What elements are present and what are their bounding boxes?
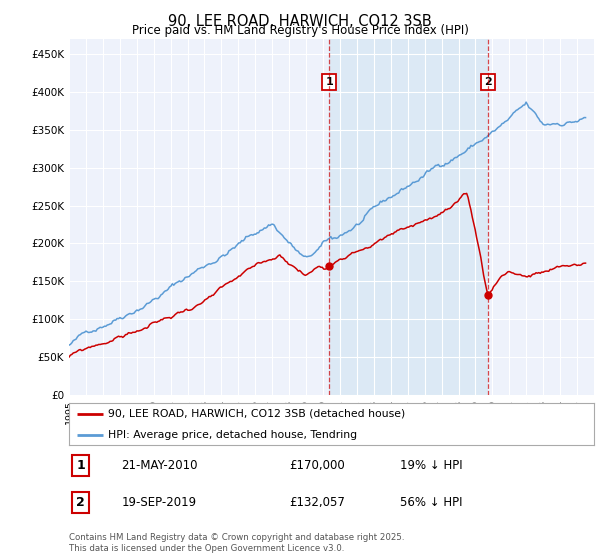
Text: 90, LEE ROAD, HARWICH, CO12 3SB (detached house): 90, LEE ROAD, HARWICH, CO12 3SB (detache… bbox=[109, 409, 406, 419]
Text: 56% ↓ HPI: 56% ↓ HPI bbox=[400, 496, 462, 509]
Text: Price paid vs. HM Land Registry's House Price Index (HPI): Price paid vs. HM Land Registry's House … bbox=[131, 24, 469, 37]
Text: 19% ↓ HPI: 19% ↓ HPI bbox=[400, 459, 463, 472]
Text: 1: 1 bbox=[326, 77, 334, 87]
Text: Contains HM Land Registry data © Crown copyright and database right 2025.
This d: Contains HM Land Registry data © Crown c… bbox=[69, 533, 404, 553]
Text: £132,057: £132,057 bbox=[290, 496, 346, 509]
Bar bbox=[329, 39, 488, 395]
Text: £170,000: £170,000 bbox=[290, 459, 345, 472]
Text: 1: 1 bbox=[76, 459, 85, 472]
Text: HPI: Average price, detached house, Tendring: HPI: Average price, detached house, Tend… bbox=[109, 430, 358, 440]
Text: 2: 2 bbox=[484, 77, 491, 87]
Text: 2: 2 bbox=[76, 496, 85, 509]
Text: 21-MAY-2010: 21-MAY-2010 bbox=[121, 459, 198, 472]
Text: 90, LEE ROAD, HARWICH, CO12 3SB: 90, LEE ROAD, HARWICH, CO12 3SB bbox=[168, 14, 432, 29]
Text: 19-SEP-2019: 19-SEP-2019 bbox=[121, 496, 197, 509]
